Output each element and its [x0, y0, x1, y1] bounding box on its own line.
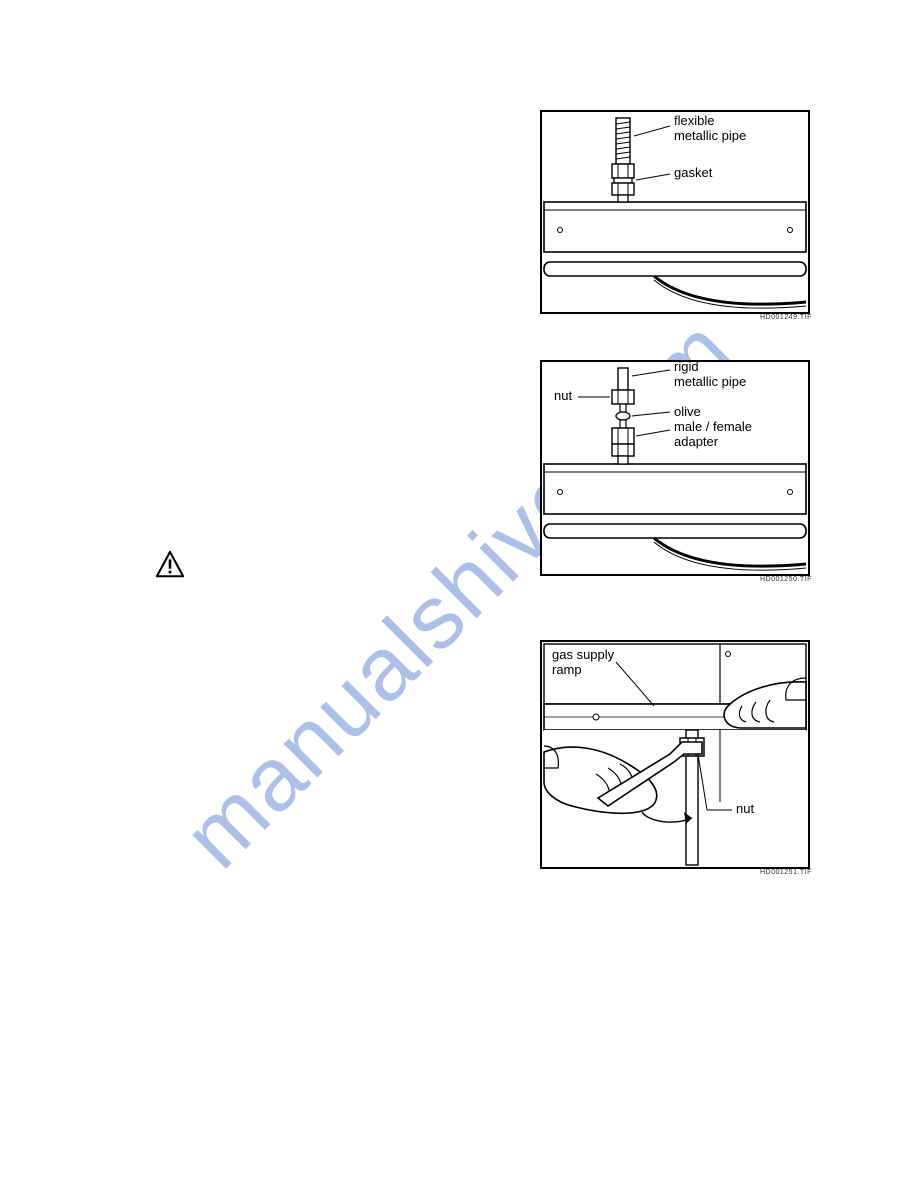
label-gasket: gasket — [674, 166, 712, 181]
label-rigid-pipe: rigid metallic pipe — [674, 360, 746, 390]
label-olive: olive — [674, 405, 701, 420]
label-flexible-pipe: flexible metallic pipe — [674, 114, 746, 144]
label-nut-fig2: nut — [554, 389, 572, 404]
figure-3-caption: HD001251.TIF — [760, 869, 812, 876]
figure-1: flexible metallic pipe gasket HD001249.T… — [540, 110, 810, 320]
figure-2: nut rigid metallic pipe olive male / fem… — [540, 360, 810, 582]
warning-icon — [155, 550, 185, 580]
figure-1-caption: HD001249.TIF — [760, 314, 812, 321]
label-gas-ramp: gas supply ramp — [552, 648, 614, 678]
figure-1-frame: flexible metallic pipe gasket — [540, 110, 810, 314]
label-adapter: male / female adapter — [674, 420, 752, 450]
figure-2-frame: nut rigid metallic pipe olive male / fem… — [540, 360, 810, 576]
figure-3: gas supply ramp nut HD001251.TIF — [540, 640, 810, 875]
label-nut-fig3: nut — [736, 802, 754, 817]
figure-2-caption: HD001250.TIF — [760, 576, 812, 583]
figure-3-frame: gas supply ramp nut — [540, 640, 810, 869]
figure-2-drawing — [542, 362, 808, 574]
